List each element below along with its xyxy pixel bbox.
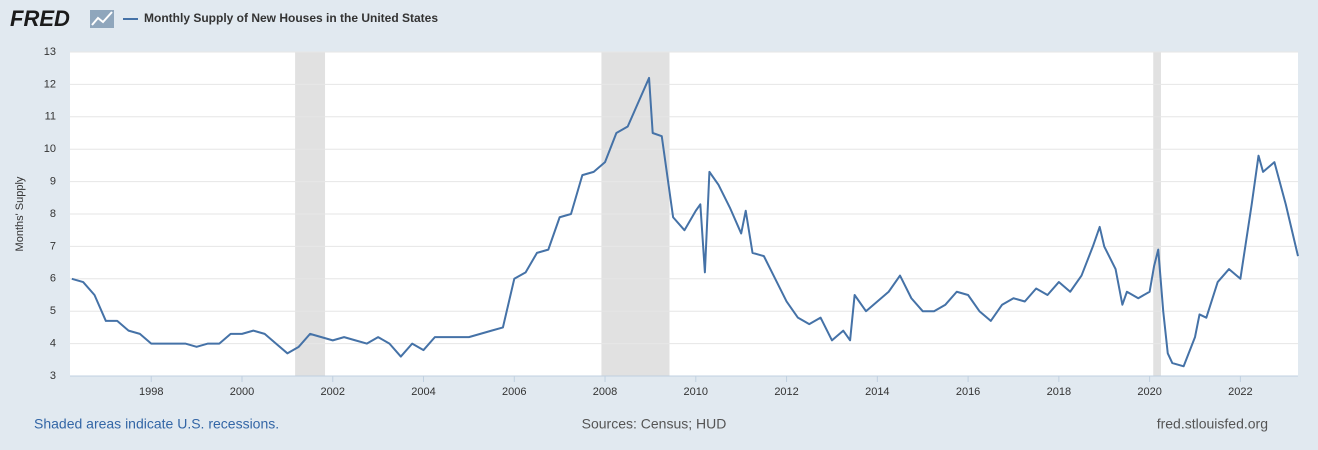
- x-tick-label: 2004: [411, 386, 435, 398]
- data-line: [71, 76, 1299, 368]
- x-tick-label: 2006: [502, 386, 526, 398]
- x-tick-label: 2008: [593, 386, 617, 398]
- x-tick-label: 2000: [230, 386, 254, 398]
- x-tick-label: 2018: [1047, 386, 1071, 398]
- x-tick-label: 2014: [865, 386, 889, 398]
- site-note[interactable]: fred.stlouisfed.org: [1157, 416, 1268, 432]
- y-tick-label: 8: [50, 208, 56, 220]
- x-tick-label: 2016: [956, 386, 980, 398]
- logo[interactable]: FRED: [10, 6, 70, 31]
- recession-note[interactable]: Shaded areas indicate U.S. recessions.: [34, 416, 279, 432]
- legend-label: Monthly Supply of New Houses in the Unit…: [144, 11, 438, 25]
- y-tick-label: 4: [50, 338, 56, 350]
- y-tick-label: 9: [50, 176, 56, 188]
- x-tick-label: 2010: [684, 386, 708, 398]
- y-tick-label: 13: [44, 46, 56, 58]
- sources-note: Sources: Census; HUD: [582, 416, 727, 432]
- x-tick-label: 2002: [321, 386, 345, 398]
- x-tick-label: 1998: [139, 386, 163, 398]
- y-tick-label: 11: [45, 111, 56, 123]
- y-tick-label: 12: [44, 78, 56, 90]
- x-tick-label: 2022: [1228, 386, 1252, 398]
- y-tick-label: 3: [50, 370, 56, 382]
- x-tick-label: 2012: [774, 386, 798, 398]
- y-tick-label: 10: [44, 143, 56, 155]
- logo-icon: [90, 10, 114, 28]
- y-tick-label: 5: [50, 305, 56, 317]
- y-tick-label: 7: [50, 240, 56, 252]
- y-tick-label: 6: [50, 273, 56, 285]
- x-tick-label: 2020: [1137, 386, 1161, 398]
- y-axis-label: Months' Supply: [14, 176, 26, 251]
